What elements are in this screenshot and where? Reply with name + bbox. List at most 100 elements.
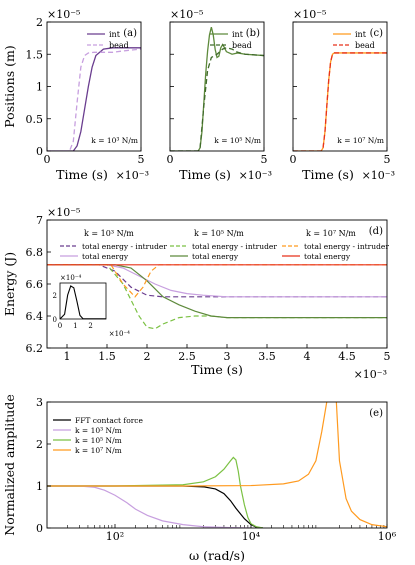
inset-x-tick-label: 2 bbox=[88, 322, 92, 330]
inset-frame bbox=[59, 282, 107, 320]
x-exponent: ×10⁻³ bbox=[354, 368, 387, 381]
x-tick-label: 10² bbox=[106, 530, 124, 543]
legend-label: total energy - intruder bbox=[82, 242, 167, 251]
x-tick-label: 3 bbox=[224, 350, 231, 363]
y-exponent: ×10⁻⁵ bbox=[47, 206, 80, 219]
series-line-0-0 bbox=[47, 47, 141, 151]
x-tick-label: 4.5 bbox=[338, 350, 356, 363]
y-exponent: ×10⁻⁵ bbox=[47, 8, 80, 21]
series-line-3-1 bbox=[47, 264, 387, 298]
y-tick-label: 6.4 bbox=[26, 310, 44, 323]
inset-x-tick-label: 1 bbox=[73, 322, 77, 330]
series-line-4-3 bbox=[47, 402, 387, 528]
y-tick-label: 0.5 bbox=[26, 113, 44, 126]
x-tick-label: 10⁴ bbox=[242, 530, 261, 543]
inset-x-exponent: ×10⁻⁴ bbox=[109, 330, 130, 338]
series-line-4-2 bbox=[47, 456, 264, 528]
legend-label: bead bbox=[355, 41, 375, 50]
y-tick-label: 0 bbox=[36, 522, 43, 535]
y-exponent: ×10⁻⁵ bbox=[293, 8, 326, 21]
series-line-3-3 bbox=[47, 264, 387, 319]
legend-label: FFT contact force bbox=[75, 416, 144, 425]
y-tick-label: 2 bbox=[36, 438, 43, 451]
x-tick-label: 3.5 bbox=[258, 350, 276, 363]
legend-group-title: k = 10⁷ N/m bbox=[306, 229, 356, 238]
x-tick-label: 1 bbox=[64, 350, 71, 363]
x-tick-label: 10⁶ bbox=[378, 530, 397, 543]
x-tick-label: 1.5 bbox=[98, 350, 116, 363]
legend-label: bead bbox=[109, 41, 129, 50]
inset-x-tick-label: 0 bbox=[58, 322, 62, 330]
legend-label: total energy - intruder bbox=[304, 242, 389, 251]
chart-panel-2: 0 5 ×10⁻⁵ ×10⁻³ Time (s) (c)int bead k = 10⁷ N/… bbox=[290, 8, 396, 182]
legend-label: int bbox=[232, 30, 244, 39]
x-tick-label: 5 bbox=[261, 153, 268, 166]
x-axis-label: Time (s) bbox=[191, 362, 243, 377]
legend-label: int bbox=[355, 30, 367, 39]
legend-label: int bbox=[109, 30, 121, 39]
series-line-1-1 bbox=[170, 47, 264, 151]
x-tick-label: 2.5 bbox=[178, 350, 196, 363]
legend-label: total energy bbox=[192, 252, 239, 261]
y-tick-label: 2 bbox=[36, 16, 43, 29]
legend-label: k = 10⁵ N/m bbox=[75, 436, 122, 445]
legend-label: total energy bbox=[304, 252, 351, 261]
chart-panel-4: 10² 10⁴ 10⁶ 0 1 2 3 ω (rad/s) Normalized amplitu… bbox=[2, 394, 397, 563]
y-tick-label: 0 bbox=[36, 145, 43, 158]
x-tick-label: 5 bbox=[138, 153, 145, 166]
legend-group-title: k = 10³ N/m bbox=[84, 229, 134, 238]
y-tick-label: 1 bbox=[36, 81, 43, 94]
x-tick-label: 0 bbox=[290, 153, 297, 166]
x-tick-label: 5 bbox=[384, 153, 391, 166]
y-tick-label: 6.8 bbox=[26, 246, 44, 259]
k-annotation: k = 10⁵ N/m bbox=[214, 136, 261, 145]
inset-series-line bbox=[59, 285, 106, 320]
legend-group-title: k = 10⁵ N/m bbox=[194, 229, 244, 238]
series-line-3-0 bbox=[47, 264, 387, 298]
x-exponent: ×10⁻³ bbox=[362, 169, 395, 182]
series-line-0-1 bbox=[47, 48, 141, 151]
x-tick-label: 5 bbox=[384, 350, 391, 363]
inset-y-tick-label: 0 bbox=[53, 316, 57, 324]
inset-y-tick-label: 2 bbox=[53, 292, 57, 300]
x-tick-label: 4 bbox=[304, 350, 311, 363]
x-axis-label: Time (s) bbox=[302, 167, 354, 182]
y-tick-label: 1.5 bbox=[26, 48, 44, 61]
y-tick-label: 1 bbox=[36, 480, 43, 493]
x-exponent: ×10⁻³ bbox=[239, 169, 272, 182]
x-tick-label: 0 bbox=[44, 153, 51, 166]
panel-label: (c) bbox=[370, 28, 384, 39]
series-line-4-0 bbox=[47, 485, 264, 528]
x-tick-label: 0 bbox=[167, 153, 174, 166]
chart-panel-3: 1 1.5 2 2.5 3 3.5 4 4.5 5 6.2 6.4 6.6 6.8 7 ×10⁻⁵ ×10⁻³… bbox=[2, 206, 391, 381]
y-axis-label: Energy (J) bbox=[2, 252, 17, 316]
legend-label: k = 10³ N/m bbox=[75, 426, 122, 435]
panel-label: (d) bbox=[369, 226, 383, 237]
chart-panel-0: 0 5 0 0.5 1 1.5 2 ×10⁻⁵ ×10⁻³ Time (s) Positions (… bbox=[2, 8, 149, 182]
y-exponent: ×10⁻⁵ bbox=[170, 8, 203, 21]
plot-frame bbox=[46, 401, 388, 529]
legend-label: total energy bbox=[82, 252, 129, 261]
x-axis-label: ω (rad/s) bbox=[189, 548, 245, 563]
chart-panel-1: 0 5 ×10⁻⁵ ×10⁻³ Time (s) (b)int bead k = 10⁵ N/… bbox=[167, 8, 273, 182]
y-axis-label: Normalized amplitude bbox=[2, 394, 17, 535]
panel-label: (a) bbox=[123, 28, 137, 39]
legend-label: k = 10⁷ N/m bbox=[75, 446, 122, 455]
y-tick-label: 3 bbox=[36, 396, 43, 409]
y-tick-label: 7 bbox=[36, 214, 43, 227]
legend-label: total energy - intruder bbox=[192, 242, 277, 251]
y-tick-label: 6.6 bbox=[26, 278, 44, 291]
y-tick-label: 6.2 bbox=[26, 342, 44, 355]
k-annotation: k = 10⁷ N/m bbox=[337, 136, 384, 145]
series-line-4-1 bbox=[47, 485, 252, 528]
x-axis-label: Time (s) bbox=[56, 167, 108, 182]
legend-label: bead bbox=[232, 41, 252, 50]
k-annotation: k = 10³ N/m bbox=[91, 136, 138, 145]
panel-label: (e) bbox=[369, 408, 383, 419]
x-exponent: ×10⁻³ bbox=[116, 169, 149, 182]
panel-label: (b) bbox=[246, 28, 260, 39]
x-axis-label: Time (s) bbox=[179, 167, 231, 182]
y-axis-label: Positions (m) bbox=[2, 45, 17, 127]
x-tick-label: 2 bbox=[144, 350, 151, 363]
